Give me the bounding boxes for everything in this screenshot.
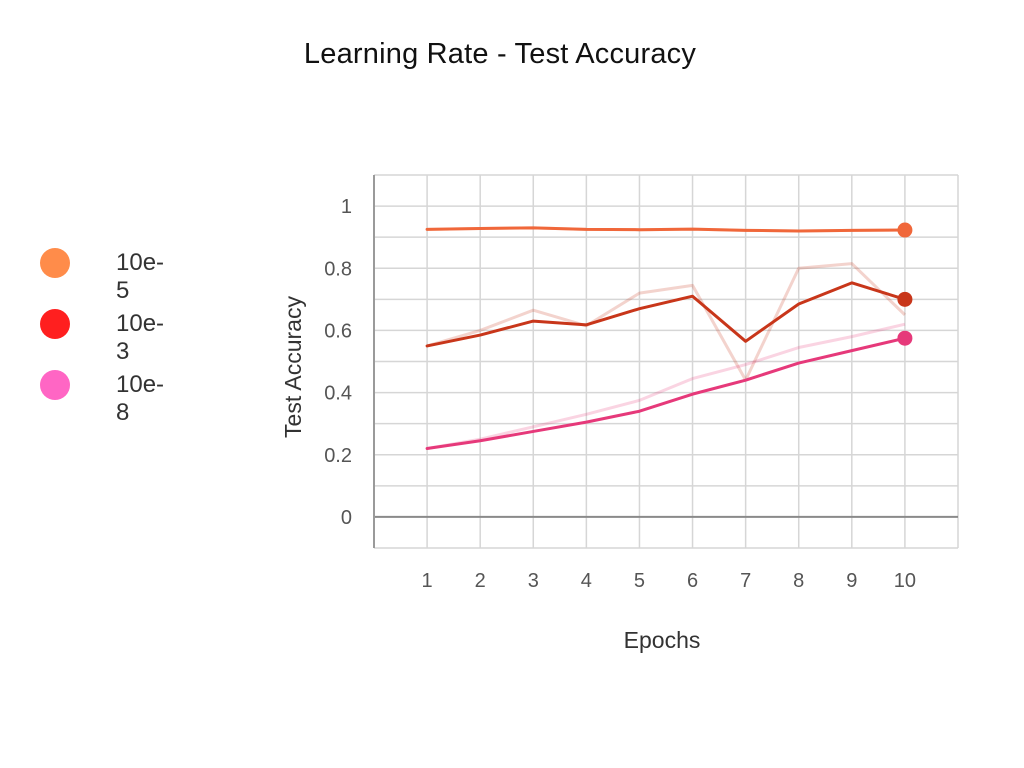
series-line-10e-8 — [425, 336, 907, 451]
x-tick-label: 3 — [528, 570, 539, 592]
legend-marker — [40, 370, 70, 400]
series-end-point-10e-8 — [897, 330, 913, 346]
x-tick-label: 9 — [846, 570, 857, 592]
x-tick-label: 2 — [475, 570, 486, 592]
series-layer — [425, 222, 913, 451]
x-tick-labels: 1 2 3 4 5 6 7 8 9 10 — [422, 570, 917, 592]
legend-label: 10e-3 — [116, 310, 165, 365]
series-line-raw-10e-3 — [426, 262, 906, 382]
legend-label: 10e-8 — [116, 371, 165, 426]
series-end-point-10e-5 — [897, 222, 913, 238]
x-tick-label: 10 — [894, 570, 916, 592]
series-line-10e-5 — [425, 226, 907, 233]
x-tick-label: 8 — [793, 570, 804, 592]
x-tick-label: 6 — [687, 570, 698, 592]
series-end-point-10e-3 — [897, 291, 913, 307]
grid — [373, 174, 959, 549]
x-tick-label: 4 — [581, 570, 592, 592]
y-tick-label: 0 — [341, 507, 352, 529]
legend-label: 10e-5 — [116, 249, 165, 304]
y-tick-labels: 0 0.2 0.4 0.6 0.8 1 — [324, 196, 352, 529]
x-tick-label: 7 — [740, 570, 751, 592]
y-tick-label: 1 — [341, 196, 352, 218]
series-line-raw-10e-8 — [426, 322, 906, 451]
y-tick-label: 0.6 — [324, 320, 352, 342]
x-tick-label: 1 — [422, 570, 433, 592]
y-tick-label: 0.2 — [324, 445, 352, 467]
y-axis-title: Test Accuracy — [280, 296, 306, 438]
chart-title: Learning Rate - Test Accuracy — [303, 38, 697, 70]
y-tick-label: 0.8 — [324, 258, 352, 280]
legend-marker — [40, 309, 70, 339]
legend-marker — [40, 248, 70, 278]
y-tick-label: 0.4 — [324, 383, 352, 405]
x-tick-label: 5 — [634, 570, 645, 592]
series-line-10e-3 — [425, 281, 907, 348]
x-axis-title: Epochs — [624, 627, 701, 653]
